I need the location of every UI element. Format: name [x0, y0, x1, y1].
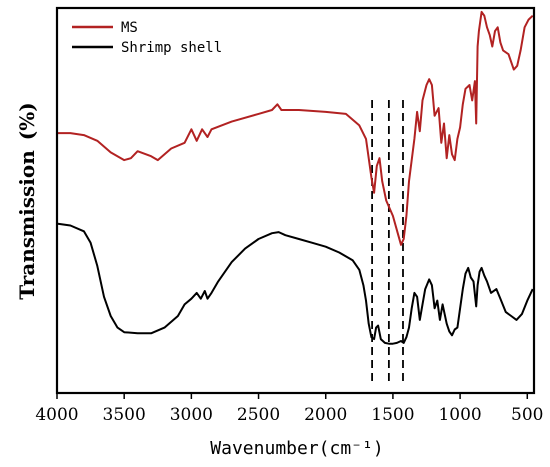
x-tick-label-4000: 4000: [35, 405, 78, 425]
x-axis-label: Wavenumber(cm⁻¹): [210, 438, 383, 459]
x-tick-label-1000: 1000: [438, 405, 481, 425]
x-tick-label-3500: 3500: [103, 405, 146, 425]
y-axis-label: Transmission (%): [15, 102, 39, 299]
x-axis-ticks: 4000 3500 3000 2500 2000 1500 1000 500: [35, 393, 544, 425]
x-tick-label-1500: 1500: [371, 405, 414, 425]
legend: MS Shrimp shell: [72, 20, 222, 56]
legend-label-2: Shrimp shell: [121, 40, 222, 56]
series-line-ms: [57, 10, 534, 246]
legend-label-1: MS: [121, 20, 138, 36]
x-tick-label-500: 500: [511, 405, 543, 425]
plot-frame: [55, 6, 536, 395]
series-lines: [56, 10, 534, 345]
x-tick-label-3000: 3000: [170, 405, 213, 425]
reference-lines: [371, 100, 404, 383]
x-tick-label-2500: 2500: [237, 405, 280, 425]
x-tick-label-2000: 2000: [304, 405, 347, 425]
series-line-shrimp-shell: [56, 222, 534, 345]
